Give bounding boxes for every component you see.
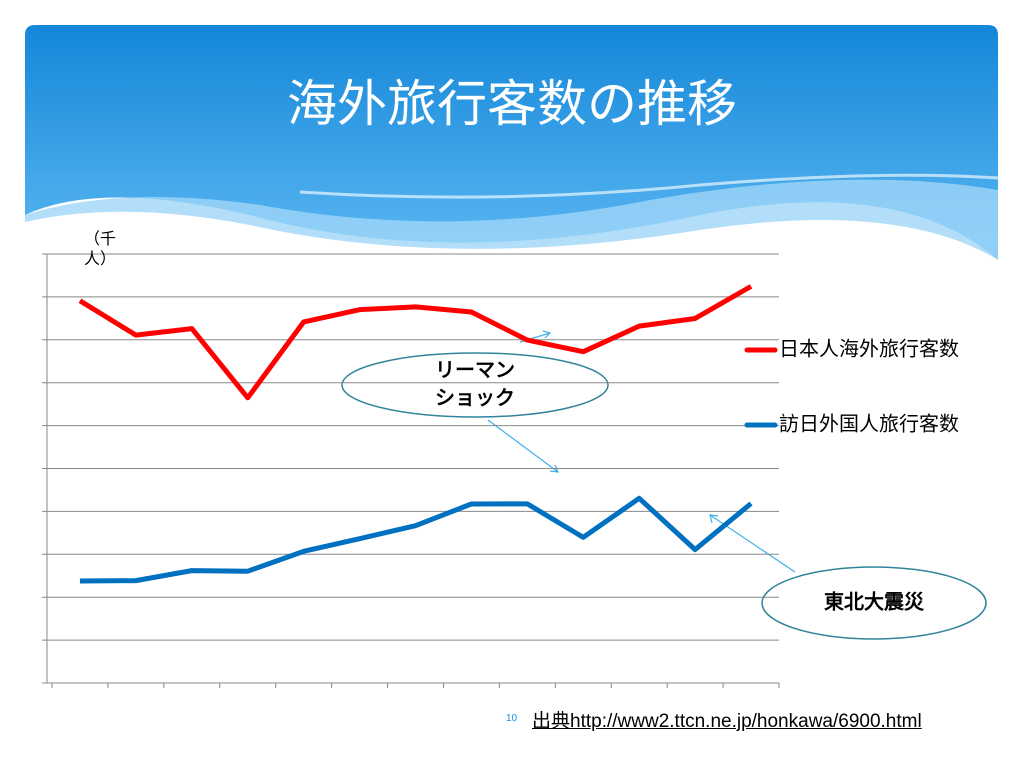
annotation: ショック	[435, 386, 515, 409]
series-line	[78, 284, 753, 401]
callout	[761, 566, 987, 640]
legend-label: 訪日外国人旅行客数	[779, 412, 959, 435]
page-number: 10	[506, 713, 518, 724]
legend-label: 日本人海外旅行客数	[779, 337, 959, 360]
arrow	[709, 514, 796, 573]
arrow	[487, 419, 559, 473]
y-axis-label: （千人）	[84, 231, 117, 268]
chart-title: 海外旅行客数の推移	[287, 76, 737, 132]
series-line	[79, 495, 753, 584]
annotation: リーマン	[435, 359, 515, 381]
callout	[341, 352, 609, 418]
source-link[interactable]: 出典http://www2.ttcn.ne.jp/honkawa/6900.ht…	[532, 711, 922, 732]
header-wave	[299, 173, 999, 199]
arrows	[487, 330, 796, 573]
annotation: 東北大震災	[824, 590, 925, 613]
header-wave	[25, 179, 998, 260]
